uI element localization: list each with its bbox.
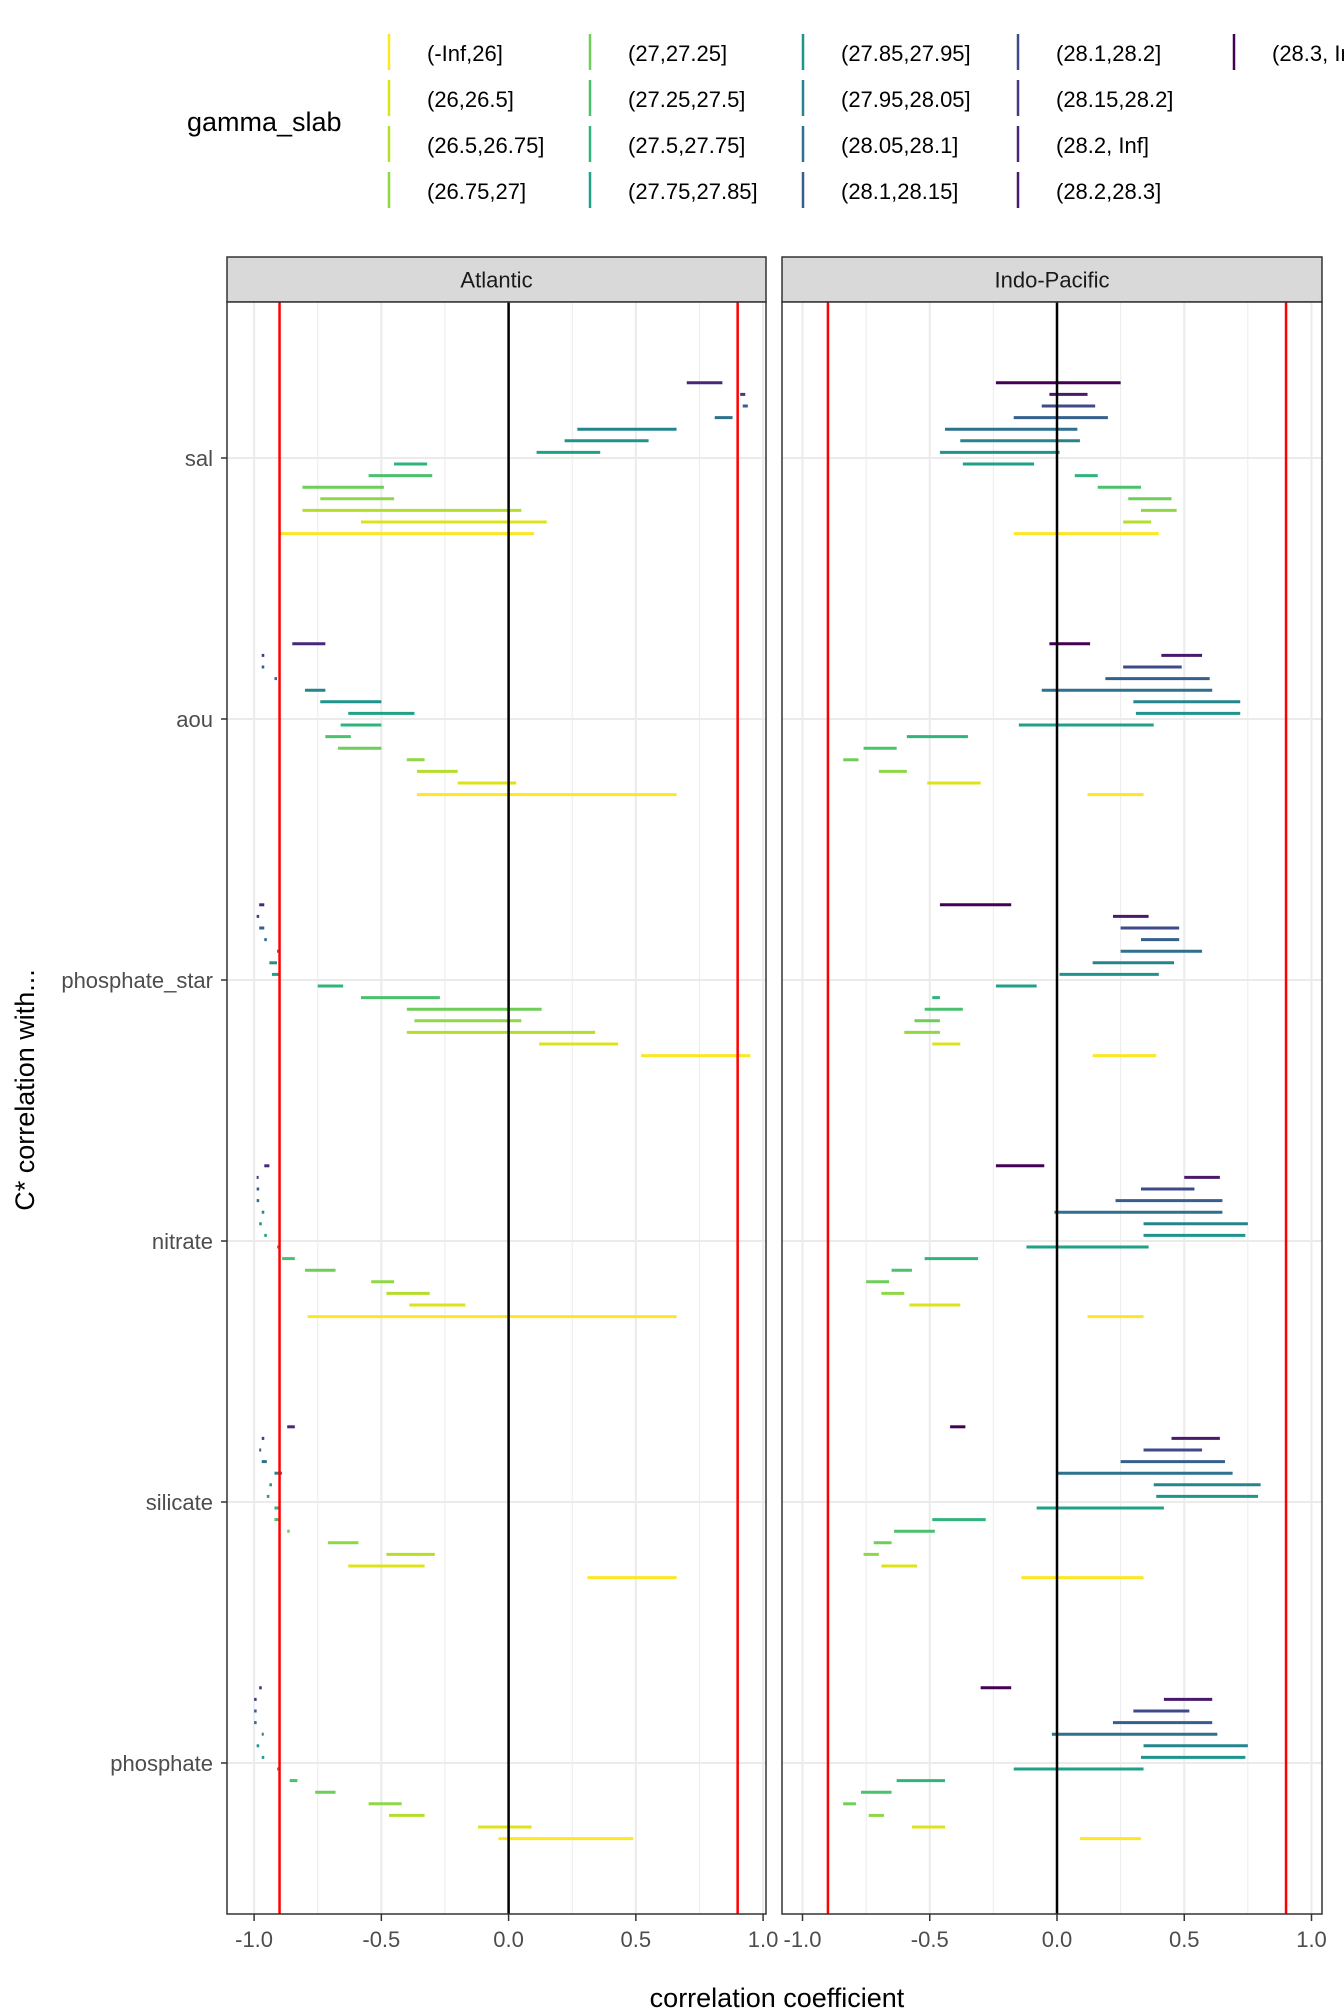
- x-tick-label: -1.0: [784, 1927, 822, 1952]
- legend-label: (27.95,28.05]: [841, 87, 971, 112]
- legend-label: (26.5,26.75]: [427, 133, 544, 158]
- x-tick-label: -0.5: [911, 1927, 949, 1952]
- y-tick-label: phosphate: [110, 1751, 213, 1776]
- facet-strip: [226, 256, 767, 303]
- legend-label: (27.25,27.5]: [628, 87, 745, 112]
- panels: Atlantic Indo-Pacific: [226, 256, 1323, 1915]
- legend-label: (27.75,27.85]: [628, 179, 758, 204]
- legend: gamma_slab (-Inf,26] (26,26.5] (26.5,26.75…: [187, 34, 1344, 208]
- y-tick-label: nitrate: [152, 1229, 213, 1254]
- legend-label: (28.15,28.2]: [1056, 87, 1173, 112]
- x-axis-title: correlation coefficient: [650, 1983, 905, 2013]
- x-tick-label: 0.5: [621, 1927, 652, 1952]
- x-tick-label: 1.0: [748, 1927, 779, 1952]
- legend-label: (27.5,27.75]: [628, 133, 745, 158]
- legend-label: (28.1,28.2]: [1056, 41, 1161, 66]
- legend-label: (28.2,28.3]: [1056, 179, 1161, 204]
- legend-label: (27.85,27.95]: [841, 41, 971, 66]
- x-tick-label: 0.5: [1169, 1927, 1200, 1952]
- y-tick-label: sal: [185, 446, 213, 471]
- x-tick-label: 0.0: [1042, 1927, 1073, 1952]
- y-axis-title: C* correlation with...: [10, 969, 40, 1211]
- y-tick-label: aou: [176, 707, 213, 732]
- legend-entries: (-Inf,26] (26,26.5] (26.5,26.75] (26.75,27]…: [387, 34, 1344, 208]
- facet-strip: [781, 256, 1323, 303]
- panel-background: [227, 302, 766, 1914]
- legend-label: (28.2, Inf]: [1056, 133, 1149, 158]
- legend-label: (26,26.5]: [427, 87, 514, 112]
- y-tick-label: phosphate_star: [61, 968, 213, 993]
- legend-label: (-Inf,26]: [427, 41, 503, 66]
- legend-title: gamma_slab: [187, 107, 342, 137]
- x-tick-label: -1.0: [235, 1927, 273, 1952]
- x-axis: -1.0 -0.5 0.0 0.5 1.0 -1.0 -0.5 0.0 0.5 1.0: [235, 1914, 1327, 1952]
- panel-indo-pacific: Indo-Pacific: [781, 256, 1323, 1915]
- panel-atlantic: Atlantic: [226, 256, 767, 1915]
- legend-label: (26.75,27]: [427, 179, 526, 204]
- legend-label: (28.1,28.15]: [841, 179, 958, 204]
- facet-label: Atlantic: [460, 268, 532, 293]
- x-tick-label: 0.0: [493, 1927, 524, 1952]
- facet-label: Indo-Pacific: [995, 268, 1110, 293]
- legend-label: (28.3, Inf]: [1272, 41, 1344, 66]
- legend-label: (27,27.25]: [628, 41, 727, 66]
- x-tick-label: 1.0: [1296, 1927, 1327, 1952]
- legend-label: (28.05,28.1]: [841, 133, 958, 158]
- panel-border: [781, 301, 1323, 1915]
- panel-border: [226, 301, 767, 1915]
- x-tick-label: -0.5: [362, 1927, 400, 1952]
- panel-background: [782, 302, 1322, 1914]
- y-tick-label: silicate: [146, 1490, 213, 1515]
